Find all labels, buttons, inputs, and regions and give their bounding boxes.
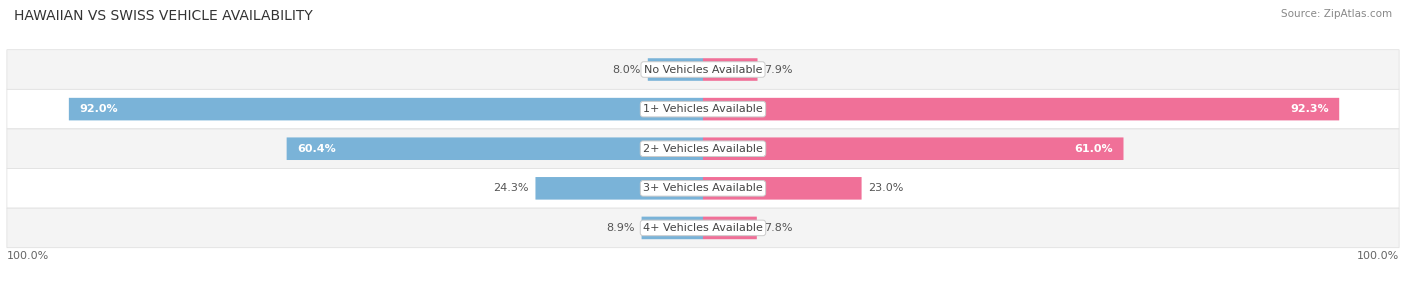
FancyBboxPatch shape bbox=[703, 98, 1339, 120]
Text: 8.9%: 8.9% bbox=[606, 223, 634, 233]
Text: 100.0%: 100.0% bbox=[1357, 251, 1399, 261]
Text: 24.3%: 24.3% bbox=[494, 183, 529, 193]
Text: HAWAIIAN VS SWISS VEHICLE AVAILABILITY: HAWAIIAN VS SWISS VEHICLE AVAILABILITY bbox=[14, 9, 312, 23]
Text: 7.8%: 7.8% bbox=[763, 223, 792, 233]
Text: 61.0%: 61.0% bbox=[1074, 144, 1114, 154]
Text: 1+ Vehicles Available: 1+ Vehicles Available bbox=[643, 104, 763, 114]
FancyBboxPatch shape bbox=[703, 138, 1123, 160]
FancyBboxPatch shape bbox=[7, 168, 1399, 208]
FancyBboxPatch shape bbox=[648, 58, 703, 81]
Text: 3+ Vehicles Available: 3+ Vehicles Available bbox=[643, 183, 763, 193]
Text: 23.0%: 23.0% bbox=[869, 183, 904, 193]
FancyBboxPatch shape bbox=[7, 129, 1399, 168]
Text: No Vehicles Available: No Vehicles Available bbox=[644, 65, 762, 75]
FancyBboxPatch shape bbox=[641, 217, 703, 239]
Text: 100.0%: 100.0% bbox=[7, 251, 49, 261]
Text: 2+ Vehicles Available: 2+ Vehicles Available bbox=[643, 144, 763, 154]
FancyBboxPatch shape bbox=[7, 50, 1399, 89]
Text: 8.0%: 8.0% bbox=[613, 65, 641, 75]
FancyBboxPatch shape bbox=[7, 89, 1399, 129]
FancyBboxPatch shape bbox=[536, 177, 703, 200]
Text: 7.9%: 7.9% bbox=[765, 65, 793, 75]
FancyBboxPatch shape bbox=[703, 58, 758, 81]
FancyBboxPatch shape bbox=[7, 208, 1399, 248]
FancyBboxPatch shape bbox=[703, 177, 862, 200]
Text: 4+ Vehicles Available: 4+ Vehicles Available bbox=[643, 223, 763, 233]
Text: 92.3%: 92.3% bbox=[1291, 104, 1329, 114]
FancyBboxPatch shape bbox=[703, 217, 756, 239]
Text: 60.4%: 60.4% bbox=[297, 144, 336, 154]
FancyBboxPatch shape bbox=[69, 98, 703, 120]
Text: 92.0%: 92.0% bbox=[79, 104, 118, 114]
FancyBboxPatch shape bbox=[287, 138, 703, 160]
Text: Source: ZipAtlas.com: Source: ZipAtlas.com bbox=[1281, 9, 1392, 19]
